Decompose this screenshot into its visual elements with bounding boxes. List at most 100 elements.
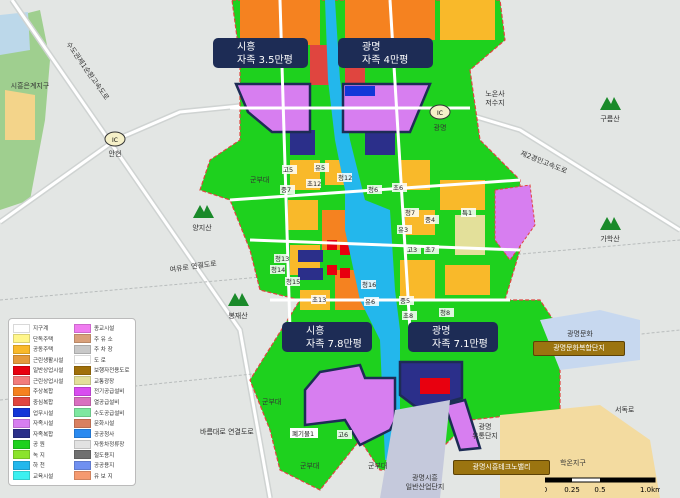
legend-label: 공 원 (33, 442, 45, 449)
legend-swatch (13, 450, 30, 460)
callout-region: 광명 (362, 42, 381, 53)
facility-label-bg (270, 265, 285, 274)
legend-label: 공공청사 (94, 431, 115, 438)
legend-label: 일반상업시설 (33, 368, 64, 375)
legend-label: 문화시설 (94, 421, 115, 428)
facility-label-bg (337, 430, 352, 439)
legend-item: 공동주택 (13, 344, 70, 355)
legend-label: 단독주택 (33, 336, 54, 343)
facility-label: 청15 (286, 278, 300, 286)
facility-label-bg (311, 295, 326, 304)
facility-label: 고6 (338, 431, 348, 439)
army-label: 군부대 (368, 462, 387, 470)
legend-swatch (74, 471, 91, 481)
map-legend: 지구계 단독주택 공동주택 근린생활시설 일반상업시설 근린상업시설 주상복합 중심복합 업무시… (8, 318, 136, 486)
legend-label: 열공급설비 (94, 399, 120, 406)
legend-swatch (13, 334, 30, 344)
facility-label: 고5 (283, 166, 293, 174)
legend-swatch (74, 418, 91, 428)
legend-label: 주 차 장 (94, 347, 113, 354)
legend-label: 도 로 (94, 357, 106, 364)
legend-label: 주상복합 (33, 389, 54, 396)
yangjisan-label: 양지산 (192, 223, 212, 232)
legend-swatch (74, 429, 91, 439)
legend-item: 하 천 (13, 460, 70, 471)
callout-gwangmyeong-south: 광명 자족 7.1만평 (408, 322, 498, 352)
legend-label: 하 천 (33, 463, 45, 470)
legend-label: 보행자전용도로 (94, 368, 130, 375)
legend-swatch (13, 344, 30, 354)
facility-label: 유5 (315, 164, 325, 172)
scale-tick: 0 (545, 486, 547, 494)
legend-label: 공동주택 (33, 347, 54, 354)
legend-label: 철도용지 (94, 452, 115, 459)
scale-tick: 0.5 (594, 486, 605, 494)
legend-item: 업무시설 (13, 407, 70, 418)
legend-swatch (74, 365, 91, 375)
legend-item: 공공청사 (74, 428, 131, 439)
bongjaesan-label: 봉재산 (228, 311, 248, 320)
legend-label: 수도공급설비 (94, 410, 125, 417)
legend-swatch (13, 386, 30, 396)
anhyeon-label: 안현 (109, 149, 122, 158)
facility-label: 중7 (281, 186, 291, 194)
legend-item: 철도용지 (74, 449, 131, 460)
army-label: 군부대 (300, 462, 319, 470)
mountain-icon (193, 205, 214, 218)
gwangmyeong-ic-label: 광명 (434, 123, 447, 132)
legend-item: 수도공급설비 (74, 407, 131, 418)
facility-label-bg (399, 296, 414, 305)
legend-swatch (13, 323, 30, 333)
legend-label: 종교시설 (94, 326, 115, 333)
army-label: 군부대 (262, 398, 281, 406)
facility-label: 초13 (312, 296, 326, 304)
industrial-complex (380, 400, 450, 498)
facility-label-bg (361, 280, 376, 289)
legend-swatch (74, 344, 91, 354)
legend-item: 교육시설 (13, 470, 70, 481)
legend-label: 자족시설 (33, 421, 54, 428)
callout-detail: 자족 4만평 (362, 55, 409, 66)
mountain-icon (228, 293, 249, 306)
ic-marker-anhyeon: IC 안현 (104, 131, 126, 158)
facility-label: 중5 (400, 297, 410, 305)
scale-bar: 0 0.25 0.5 1.0km (545, 477, 660, 494)
legend-item: 근린생활시설 (13, 355, 70, 366)
facility-label-bg (424, 215, 439, 224)
gahaksan-label: 가학산 (600, 234, 620, 243)
legend-label: 공공용지 (94, 463, 115, 470)
facility-label: 중4 (425, 216, 435, 224)
mountain-icon (600, 97, 621, 110)
facility-label: 초12 (307, 180, 321, 188)
legend-item: 단독주택 (13, 334, 70, 345)
legend-label: 유 보 지 (94, 473, 113, 480)
commercial-block (420, 378, 450, 394)
legend-swatch (74, 450, 91, 460)
hakon-label: 학온지구 (560, 458, 586, 467)
facility-label: 초8 (403, 312, 413, 320)
legend-item: 공 원 (13, 439, 70, 450)
facility-label: 유6 (365, 298, 375, 306)
road-connection-label-2: 바름대로 연결도로 (200, 427, 254, 436)
legend-item: 지구계 (13, 323, 70, 334)
legend-swatch (74, 439, 91, 449)
facility-label: 청12 (338, 174, 352, 182)
scale-tick: 1.0km (640, 486, 660, 494)
legend-label: 자동차정류장 (94, 442, 125, 449)
legend-item: 일반상업시설 (13, 365, 70, 376)
scale-tick: 0.25 (564, 486, 580, 494)
munhwa-label: 광명문화 (567, 329, 593, 338)
industrial-label-2: 일반산업단지 (406, 482, 445, 491)
facility-label-bg (402, 311, 417, 320)
ic-label: IC (112, 137, 118, 144)
facility-label: 청13 (275, 255, 289, 263)
facility-label: 초6 (393, 184, 403, 192)
yutong-label-2: 유통단지 (472, 431, 498, 440)
legend-label: 교육시설 (33, 473, 54, 480)
waste-facility-label: 폐기물1 (292, 429, 314, 438)
facility-label-bg (404, 208, 419, 217)
legend-swatch (74, 334, 91, 344)
facility-label: 청16 (362, 281, 376, 289)
eungye-label: 시흥은계지구 (11, 81, 50, 90)
